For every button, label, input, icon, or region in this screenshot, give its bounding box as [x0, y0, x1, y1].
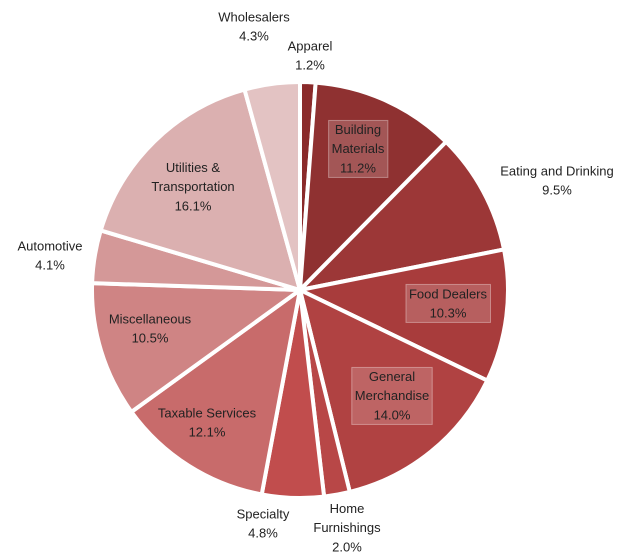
category-label: Specialty: [237, 506, 290, 521]
category-label: Eating and Drinking: [500, 163, 613, 178]
slice-label: Specialty 4.8%: [237, 506, 290, 540]
slice-label: General Merchandise 14.0%: [351, 366, 433, 425]
category-label: Home Furnishings: [313, 501, 381, 535]
value-label: 4.1%: [35, 257, 65, 272]
category-label: Taxable Services: [158, 405, 257, 420]
label-box: [351, 366, 433, 425]
value-label: 10.3%: [430, 305, 467, 320]
value-label: 4.8%: [248, 525, 278, 540]
slice-label: Food Dealers 10.3%: [405, 283, 492, 323]
slice-label: Taxable Services 12.1%: [158, 405, 257, 439]
category-label: Food Dealers: [409, 286, 488, 301]
category-label: Apparel: [288, 38, 333, 53]
slice-label: Miscellaneous 10.5%: [109, 311, 192, 345]
value-label: 14.0%: [374, 407, 411, 422]
pie-slice: [298, 247, 510, 383]
category-label: General Merchandise: [355, 369, 429, 403]
value-label: 9.5%: [542, 182, 572, 197]
value-label: 10.5%: [132, 330, 169, 345]
value-label: 2.0%: [332, 539, 362, 552]
value-label: 16.1%: [175, 198, 212, 213]
value-label: 12.1%: [189, 424, 226, 439]
slice-label: Utilities & Transportation 16.1%: [151, 160, 234, 213]
category-label-line: Home: [330, 501, 365, 516]
slice-label: Apparel 1.2%: [288, 38, 333, 72]
pie-slice: [298, 80, 449, 292]
category-label-line: Building: [335, 122, 381, 137]
category-label-line: Merchandise: [355, 388, 429, 403]
pie-slice: [98, 87, 302, 292]
label-box: [328, 119, 389, 178]
pie-slice: [298, 288, 490, 494]
pie-slice: [129, 288, 302, 497]
value-label: 11.2%: [340, 160, 376, 175]
slice-label: Building Materials 11.2%: [328, 119, 389, 178]
slice-label: Eating and Drinking 9.5%: [500, 163, 613, 197]
slice-label: Automotive 4.1%: [17, 238, 82, 272]
category-label: Automotive: [17, 238, 82, 253]
pie-slice: [298, 139, 507, 292]
category-label-line: Utilities &: [166, 160, 221, 175]
category-label: Utilities & Transportation: [151, 160, 234, 194]
category-label: Miscellaneous: [109, 311, 192, 326]
pie-slice: [90, 281, 302, 414]
value-label: 1.2%: [295, 57, 325, 72]
category-label: Building Materials: [332, 122, 385, 156]
label-box: [405, 283, 492, 323]
slice-label: Home Furnishings 2.0%: [313, 501, 381, 552]
pie-slice: [242, 80, 302, 292]
category-label-line: General: [369, 369, 415, 384]
value-label: 4.3%: [239, 28, 269, 43]
category-label: Wholesalers: [218, 9, 290, 24]
category-label-line: Furnishings: [313, 520, 381, 535]
slice-label: Wholesalers 4.3%: [218, 9, 290, 43]
category-label-line: Transportation: [151, 179, 234, 194]
category-label-line: Materials: [332, 141, 385, 156]
